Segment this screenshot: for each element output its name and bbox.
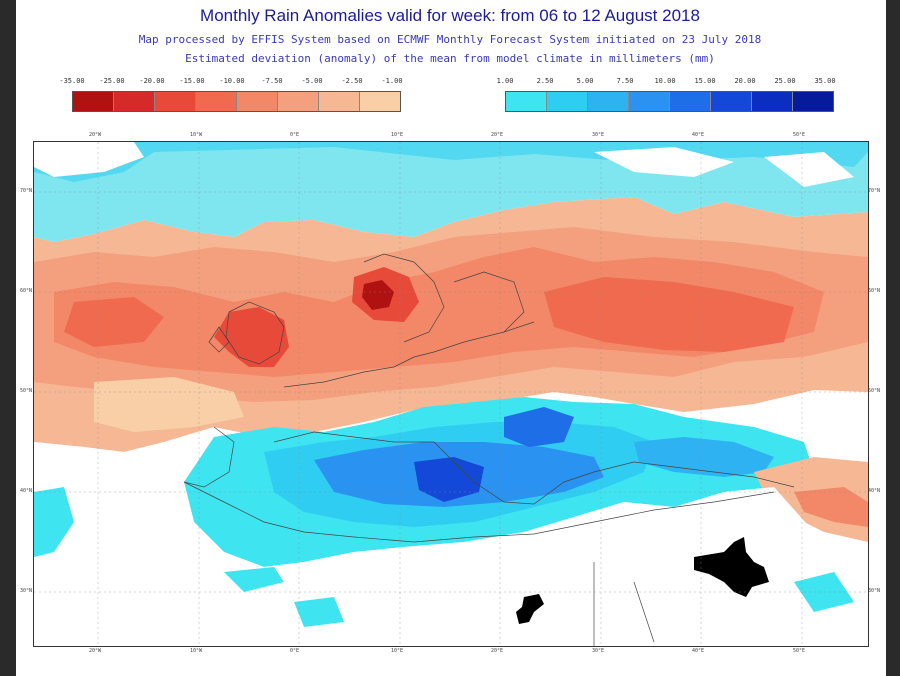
masked-region-libya [516,594,544,624]
legend-swatch [629,92,670,111]
uk-dry-core [214,307,289,367]
legend-label: 2.50 [536,77,554,85]
longitude-label: 50°E [793,648,806,654]
anomaly-map [33,141,869,647]
legend-positive-colorbar [505,91,834,112]
latitude-label: 70°N [868,188,881,194]
north-africa-white [34,482,868,646]
longitude-label: 20°W [89,132,102,138]
legend-label: -7.50 [261,77,283,85]
latitude-label: 50°N [20,388,33,394]
longitude-label: 0°E [290,648,300,654]
longitude-label: 30°E [592,648,605,654]
balkans-wet-core [504,407,574,447]
turkey-wet-band [634,437,774,477]
legend-label: 15.00 [694,77,716,85]
legend-swatch [547,92,588,111]
russia-dry-core [544,277,794,352]
legend-label: 10.00 [654,77,676,85]
longitude-label: 20°E [491,648,504,654]
greenland-sea-white [34,142,144,177]
iberia-white [34,427,234,487]
latitude-label: 30°N [868,588,881,594]
legend-swatch [670,92,711,111]
legend-negative-colorbar [72,91,401,112]
graticule [34,142,868,646]
longitude-label: 0°E [290,132,300,138]
longitude-label: 10°E [391,648,404,654]
latitude-label: 60°N [20,288,33,294]
left-border [0,0,16,676]
legend-label: -10.00 [219,77,245,85]
right-border [886,0,900,676]
longitude-label: 50°E [793,132,806,138]
longitude-label: 10°W [190,648,203,654]
legend-label: -1.00 [381,77,403,85]
legend-swatch [360,92,400,111]
italy-wet-core [414,457,484,502]
legend-positive-anomaly: 1.00 2.50 5.00 7.50 10.00 15.00 20.00 25.00 35.0… [497,77,836,113]
map-subtitle-units: Estimated deviation (anomaly) of the mea… [185,52,715,65]
legend-swatch [319,92,360,111]
longitude-label: 20°E [491,132,504,138]
legend-label: 25.00 [774,77,796,85]
coastlines [183,253,795,646]
longitude-label: 30°E [592,132,605,138]
longitude-labels-bottom: 20°W 10°W 0°E 10°E 20°E 30°E 40°E 50°E [33,648,867,656]
latitude-label: 60°N [868,288,881,294]
legend-label: 35.00 [814,77,836,85]
longitude-label: 10°W [190,132,203,138]
norway-extreme-dry [362,280,394,310]
legend-label: 1.00 [496,77,514,85]
legend-label: 5.00 [576,77,594,85]
atlantic-dry-patch [64,297,164,347]
latitude-label: 70°N [20,188,33,194]
latitude-labels-left: 70°N 60°N 50°N 40°N 30°N [20,141,32,645]
legend-swatch [793,92,833,111]
legend-swatch [237,92,278,111]
legend-swatch [752,92,793,111]
longitude-label: 40°E [692,648,705,654]
legend-label: -15.00 [179,77,205,85]
legend-swatch [114,92,155,111]
legend-swatch [155,92,196,111]
legend-swatch [73,92,114,111]
atlantic-wet-west [34,487,74,557]
legend-swatch [196,92,237,111]
latitude-label: 30°N [20,588,33,594]
latitude-labels-right: 70°N 60°N 50°N 40°N 30°N [868,141,882,645]
longitude-label: 10°E [391,132,404,138]
legend-label: -35.00 [59,77,85,85]
legend-negative-labels: -35.00 -25.00 -20.00 -15.00 -10.00 -7.50 -5.00… [59,77,402,89]
legend-swatch [588,92,629,111]
middle-east-dry-core [794,487,868,527]
masked-region-east [694,537,769,597]
longitude-label: 40°E [692,132,705,138]
latitude-label: 50°N [868,388,881,394]
atlantic-light-dry [94,377,244,432]
legend-label: -5.00 [301,77,323,85]
latitude-label: 40°N [20,488,33,494]
legend-swatch [711,92,752,111]
latitude-label: 40°N [868,488,881,494]
longitude-label: 20°W [89,648,102,654]
barents-white-patches [594,147,854,187]
legend-label: 7.50 [616,77,634,85]
legend-label: -20.00 [139,77,165,85]
map-subtitle-source: Map processed by EFFIS System based on E… [138,33,762,46]
legend-label: -25.00 [99,77,125,85]
legend-swatch [278,92,319,111]
legend-label: -2.50 [341,77,363,85]
legend-swatch [506,92,547,111]
legend-positive-labels: 1.00 2.50 5.00 7.50 10.00 15.00 20.00 25.00 35.0… [497,77,836,89]
legend-negative-anomaly: -35.00 -25.00 -20.00 -15.00 -10.00 -7.50 -5.00… [59,77,403,113]
longitude-labels-top: 20°W 10°W 0°E 10°E 20°E 30°E 40°E 50°E [33,132,867,140]
map-title: Monthly Rain Anomalies valid for week: f… [200,6,700,25]
anomaly-map-svg [34,142,868,646]
legend-label: 20.00 [734,77,756,85]
